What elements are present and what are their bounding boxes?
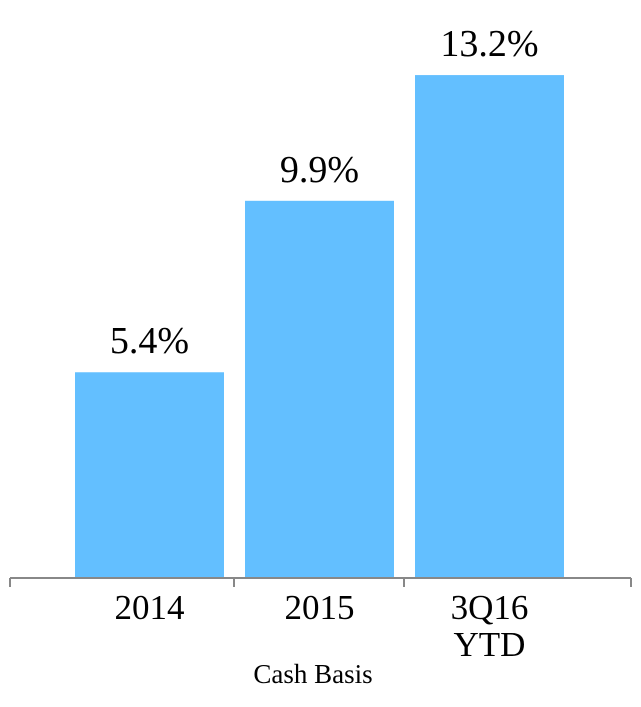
x-tick-label: 2015 <box>284 588 355 627</box>
x-tick-label: 3Q16 YTD <box>450 588 529 664</box>
x-tick-label: 2014 <box>114 588 185 627</box>
value-label: 5.4% <box>109 320 190 363</box>
bar <box>75 372 224 578</box>
bar <box>245 200 394 578</box>
bar <box>415 75 564 578</box>
value-label: 9.9% <box>279 148 360 191</box>
annotation: Cash Basis <box>253 659 373 689</box>
value-label: 13.2% <box>440 23 539 66</box>
